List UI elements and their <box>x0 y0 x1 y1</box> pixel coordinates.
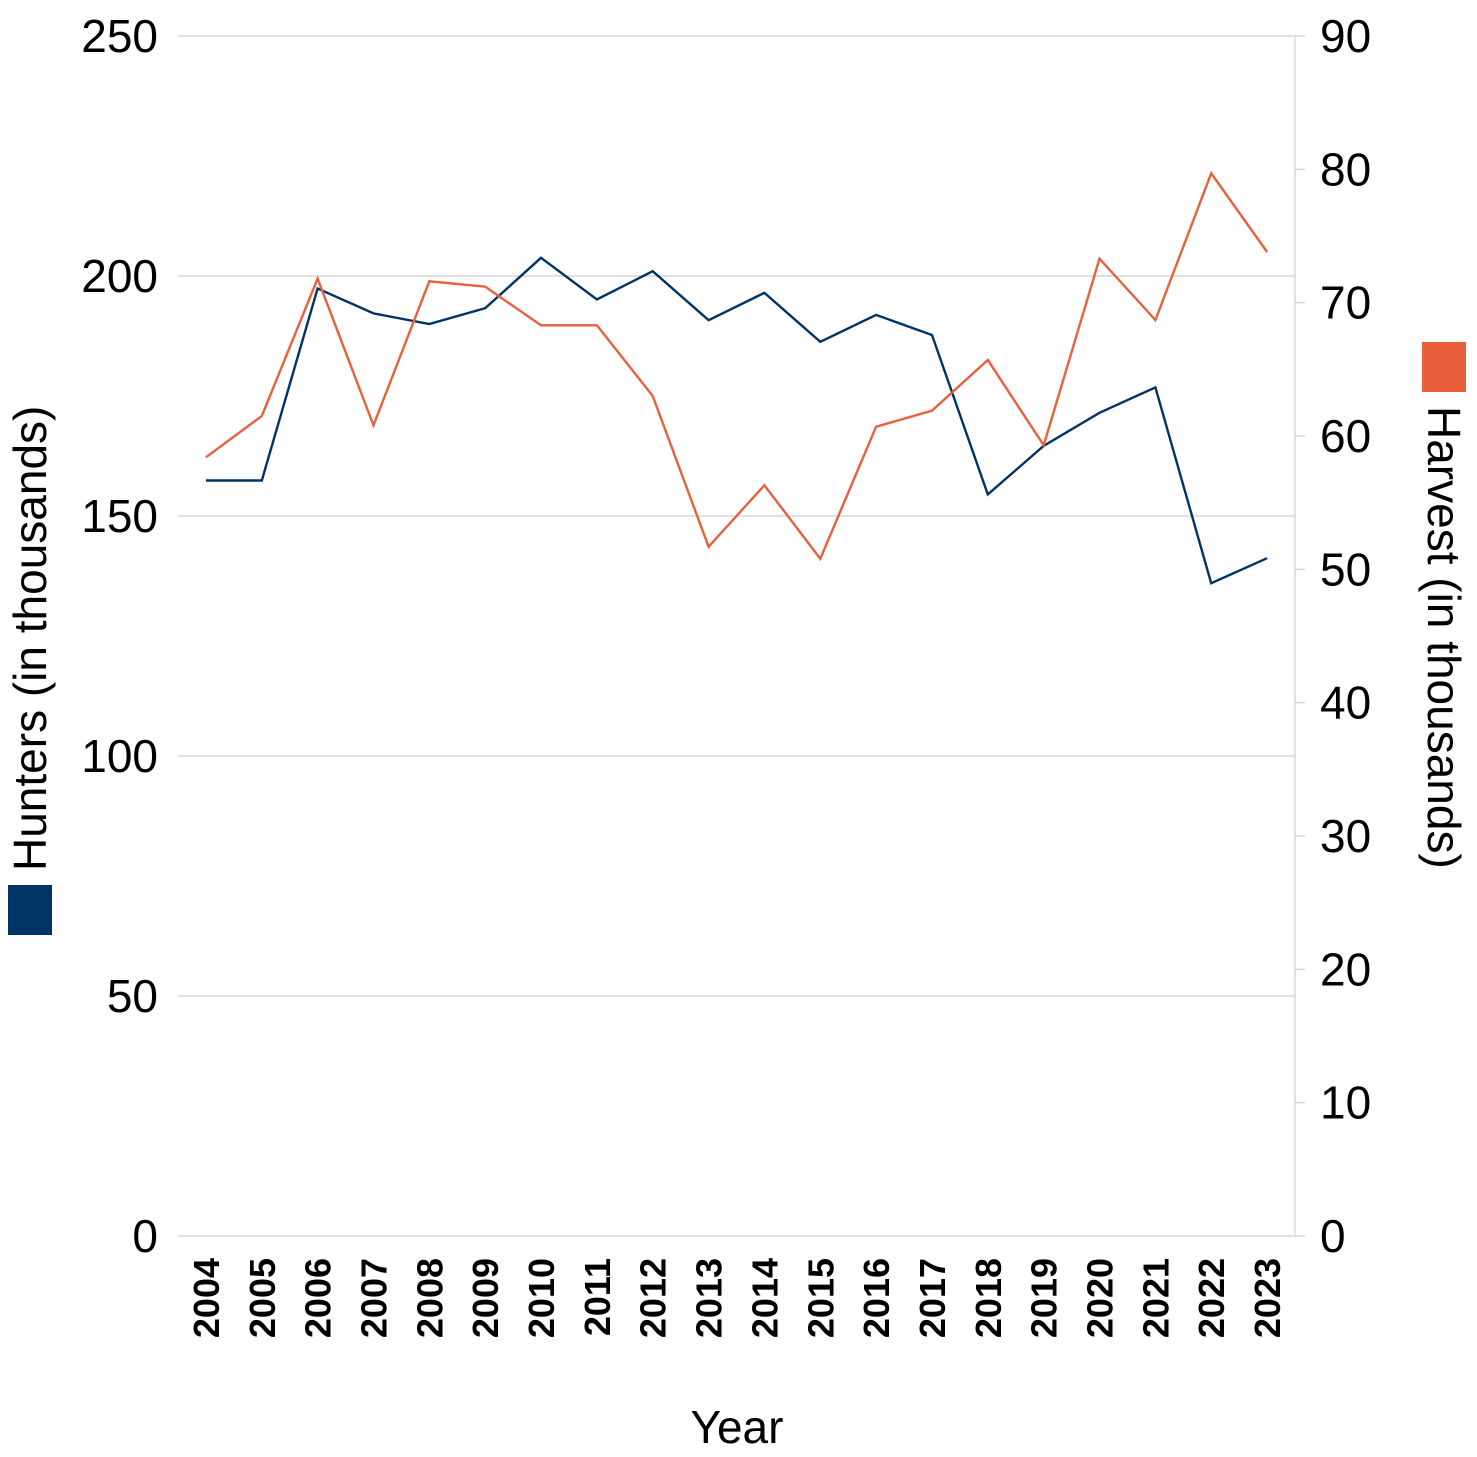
left-axis-ticks: 0 50 100 150 200 250 <box>81 10 158 1262</box>
hunters-legend-swatch <box>8 885 52 935</box>
harvest-legend-swatch <box>1422 342 1466 392</box>
right-axis-title: Harvest (in thousands) <box>1418 406 1470 869</box>
left-axis-title: Hunters (in thousands) <box>4 406 56 871</box>
x-tick-label: 2011 <box>577 1258 618 1336</box>
x-tick-label: 2013 <box>689 1258 730 1338</box>
x-tick-label: 2014 <box>744 1258 785 1338</box>
right-tick-label: 50 <box>1320 543 1371 595</box>
x-tick-label: 2017 <box>912 1258 953 1338</box>
right-tick-label: 60 <box>1320 410 1371 462</box>
right-tick-label: 40 <box>1320 677 1371 729</box>
right-tick-label: 30 <box>1320 810 1371 862</box>
x-tick-label: 2005 <box>242 1258 283 1338</box>
x-tick-label: 2006 <box>298 1258 339 1338</box>
right-tick-label: 70 <box>1320 277 1371 329</box>
right-tick-label: 90 <box>1320 10 1371 62</box>
hunters-series-line <box>205 256 1268 585</box>
right-axis-ticks: 0 10 20 30 40 50 60 70 80 90 <box>1295 10 1371 1262</box>
x-tick-label: 2023 <box>1247 1258 1288 1338</box>
x-tick-label: 2021 <box>1135 1258 1176 1338</box>
left-tick-label: 150 <box>81 490 158 542</box>
x-tick-label: 2019 <box>1024 1258 1065 1338</box>
right-tick-label: 20 <box>1320 943 1371 995</box>
x-tick-label: 2004 <box>186 1258 227 1338</box>
x-tick-label: 2007 <box>353 1258 394 1338</box>
x-tick-label: 2015 <box>800 1258 841 1338</box>
right-tick-label: 10 <box>1320 1077 1371 1129</box>
x-axis-title: Year <box>691 1401 784 1453</box>
x-tick-label: 2018 <box>968 1258 1009 1338</box>
harvest-series-line <box>205 170 1269 562</box>
series-lines <box>205 170 1269 585</box>
x-tick-label: 2008 <box>409 1258 450 1338</box>
left-tick-label: 100 <box>81 730 158 782</box>
left-tick-label: 200 <box>81 250 158 302</box>
right-axis-title-group: Harvest (in thousands) <box>1418 342 1470 869</box>
left-tick-label: 250 <box>81 10 158 62</box>
x-tick-label: 2020 <box>1080 1258 1121 1338</box>
left-tick-label: 0 <box>132 1210 158 1262</box>
x-tick-label: 2010 <box>521 1258 562 1338</box>
left-tick-label: 50 <box>107 970 158 1022</box>
x-tick-label: 2009 <box>465 1258 506 1338</box>
gridlines <box>178 35 1295 1237</box>
x-tick-label: 2016 <box>856 1258 897 1338</box>
right-tick-label: 0 <box>1320 1210 1346 1262</box>
right-tick-label: 80 <box>1320 143 1371 195</box>
x-tick-label: 2012 <box>633 1258 674 1338</box>
left-axis-title-group: Hunters (in thousands) <box>4 406 56 935</box>
x-tick-label: 2022 <box>1191 1258 1232 1338</box>
x-axis-ticks: 2004 2005 2006 2007 2008 2009 2010 2011 2012 2013… <box>186 1258 1288 1338</box>
